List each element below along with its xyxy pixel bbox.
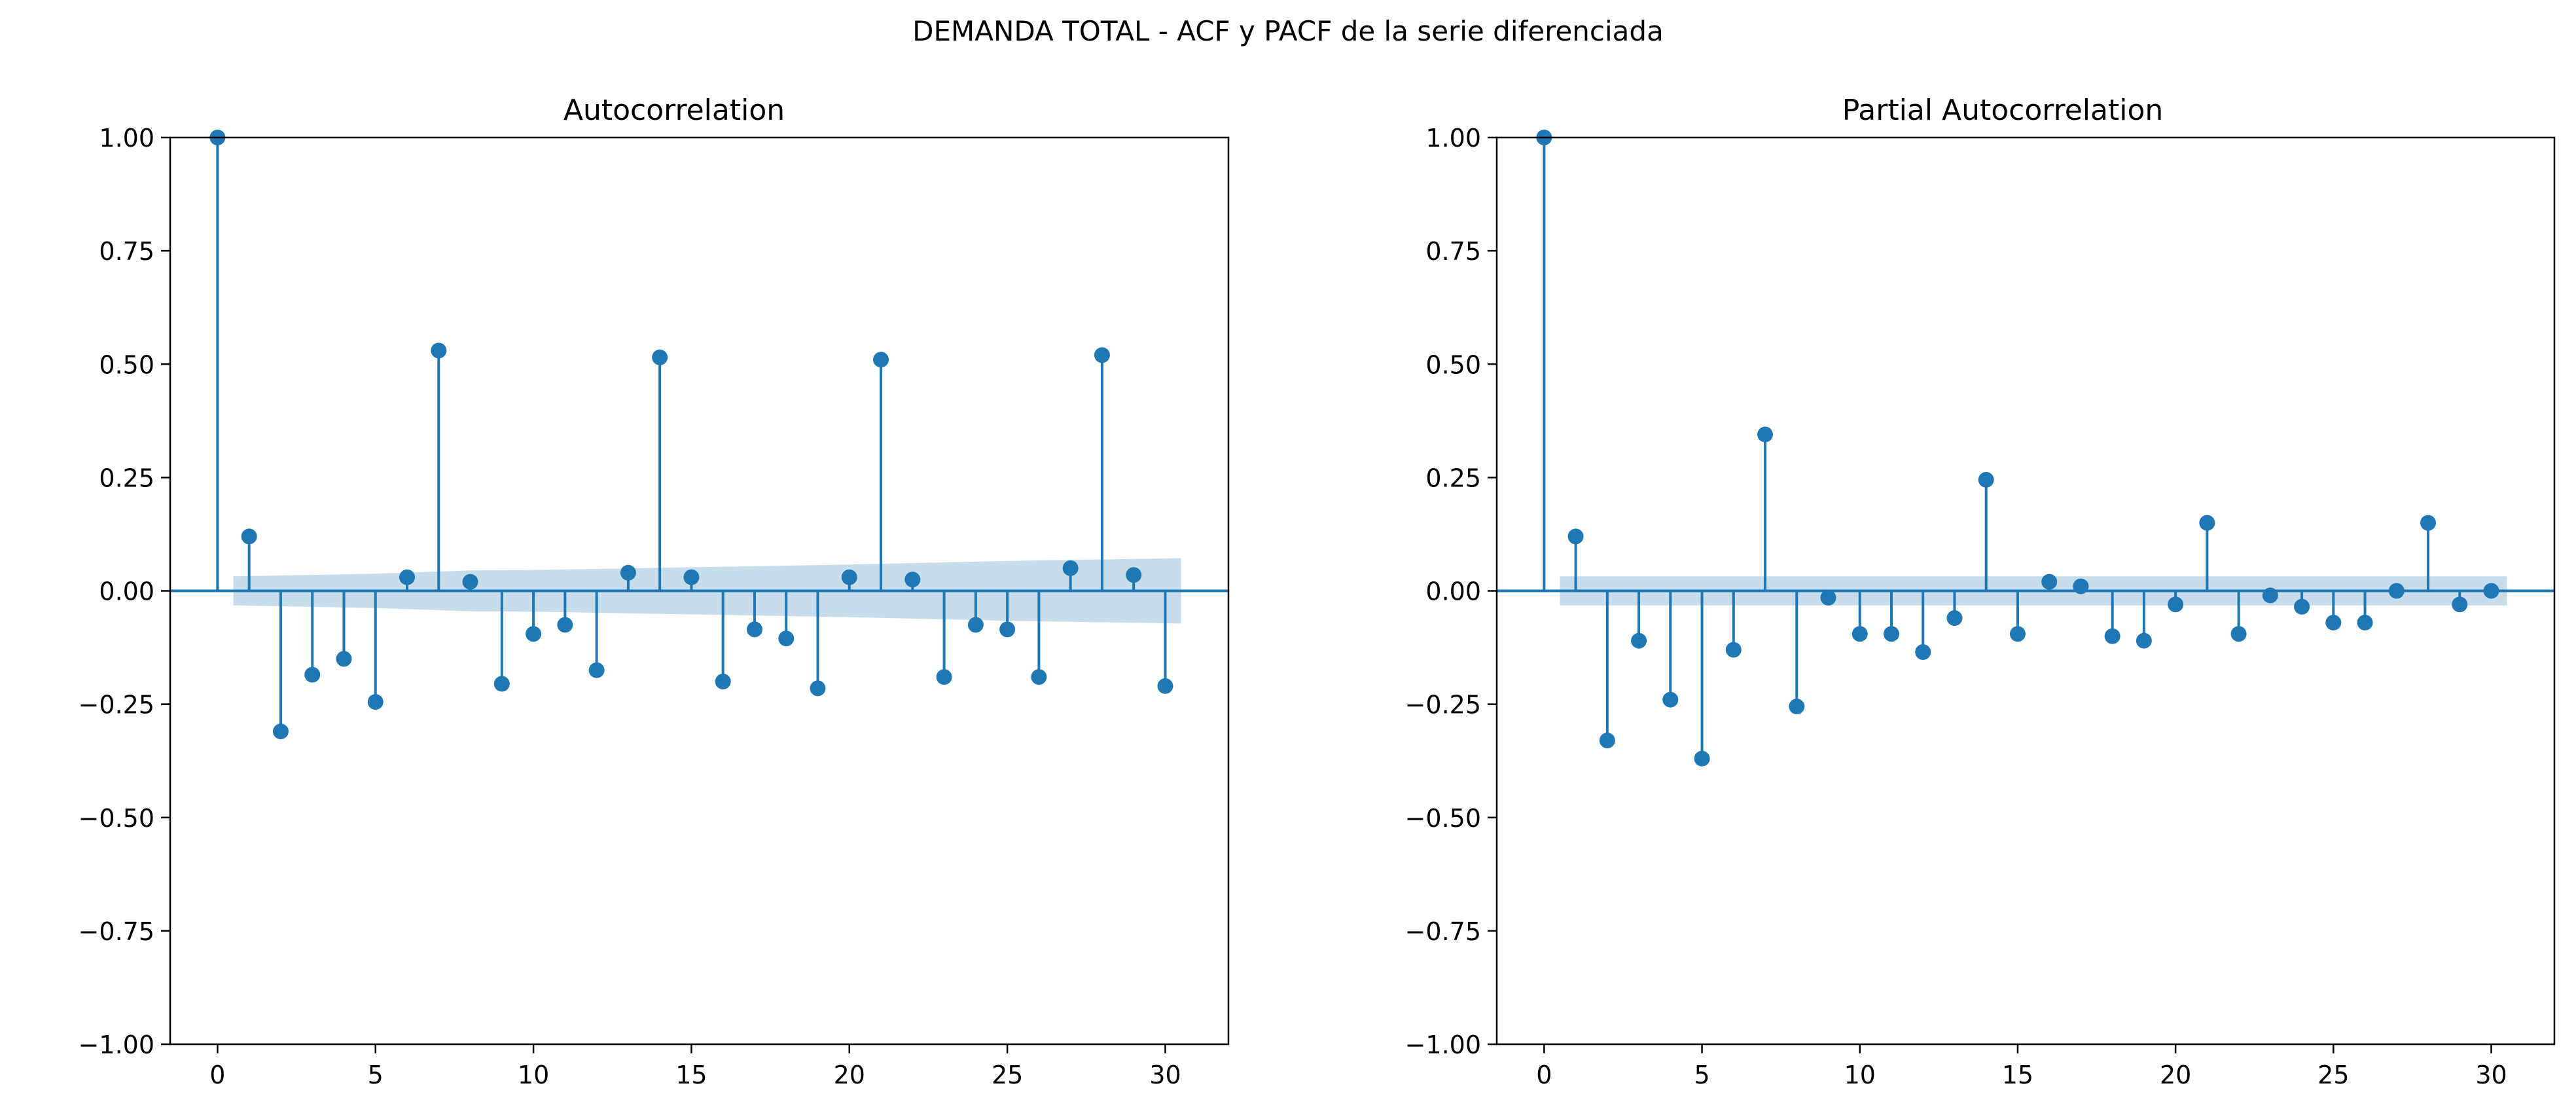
acf-marker-lag-18 (778, 630, 795, 647)
pacf-ytick-label: 0.25 (1425, 464, 1481, 492)
pacf-marker-lag-21 (2199, 515, 2215, 531)
pacf-marker-lag-11 (1883, 626, 1899, 642)
pacf-ytick-label: 1.00 (1425, 124, 1481, 153)
acf-marker-lag-8 (462, 574, 478, 590)
acf-ytick-label: −0.75 (79, 917, 154, 946)
pacf-marker-lag-13 (1946, 610, 1963, 627)
pacf-marker-lag-15 (2009, 626, 2026, 642)
pacf-ytick-label: −1.00 (1405, 1030, 1481, 1059)
pacf-marker-lag-20 (2168, 596, 2184, 613)
pacf-marker-lag-8 (1789, 699, 1805, 715)
acf-marker-lag-4 (336, 651, 352, 667)
acf-marker-lag-16 (715, 674, 731, 689)
acf-marker-lag-13 (620, 564, 636, 581)
pacf-marker-lag-4 (1662, 691, 1679, 708)
pacf-xtick-label: 10 (1844, 1061, 1876, 1089)
acf-marker-lag-1 (241, 528, 257, 545)
pacf-marker-lag-25 (2325, 614, 2342, 630)
acf-marker-lag-2 (272, 723, 289, 740)
pacf-xtick-label: 15 (2002, 1061, 2033, 1089)
acf-marker-lag-28 (1094, 347, 1110, 363)
acf-marker-lag-20 (841, 569, 857, 585)
pacf-xtick-label: 5 (1694, 1061, 1709, 1089)
pacf-chart-title: Partial Autocorrelation (1842, 94, 2164, 127)
acf-xtick-label: 25 (992, 1061, 1023, 1089)
pacf-marker-lag-7 (1757, 426, 1774, 443)
acf-xtick-label: 10 (518, 1061, 549, 1089)
acf-marker-lag-27 (1062, 560, 1079, 576)
pacf-marker-lag-29 (2452, 596, 2468, 613)
acf-marker-lag-15 (683, 569, 700, 585)
pacf-marker-lag-14 (1978, 471, 1994, 488)
figure-suptitle: DEMANDA TOTAL - ACF y PACF de la serie d… (912, 15, 1664, 47)
pacf-marker-lag-17 (2073, 578, 2089, 594)
pacf-marker-lag-16 (2041, 574, 2058, 590)
pacf-marker-lag-27 (2388, 583, 2405, 599)
pacf-ytick-label: −0.25 (1405, 691, 1481, 719)
acf-chart-title: Autocorrelation (564, 94, 785, 127)
acf-marker-lag-3 (304, 666, 321, 683)
acf-marker-lag-22 (904, 572, 921, 588)
pacf-marker-lag-24 (2294, 598, 2310, 615)
pacf-marker-lag-22 (2230, 626, 2247, 642)
pacf-marker-lag-5 (1694, 750, 1710, 767)
pacf-marker-lag-18 (2104, 628, 2120, 644)
acf-marker-lag-7 (431, 342, 447, 359)
acf-marker-lag-10 (526, 626, 542, 642)
acf-marker-lag-11 (557, 617, 573, 633)
pacf-xtick-label: 30 (2475, 1061, 2507, 1089)
pacf-marker-lag-6 (1725, 642, 1742, 658)
acf-xtick-label: 30 (1149, 1061, 1181, 1089)
acf-marker-lag-21 (873, 352, 889, 368)
acf-marker-lag-25 (999, 621, 1016, 638)
pacf-ytick-label: 0.50 (1425, 350, 1481, 379)
acf-xtick-label: 0 (209, 1061, 225, 1089)
pacf-marker-lag-10 (1851, 626, 1868, 642)
acf-ytick-label: −0.25 (79, 691, 154, 719)
acf-marker-lag-17 (746, 621, 762, 638)
acf-ytick-label: −1.00 (79, 1030, 154, 1059)
pacf-marker-lag-26 (2357, 614, 2373, 630)
pacf-marker-lag-23 (2262, 587, 2278, 604)
pacf-marker-lag-9 (1820, 589, 1836, 606)
acf-marker-lag-26 (1031, 669, 1047, 685)
pacf-ytick-label: −0.50 (1405, 804, 1481, 833)
acf-chart: Autocorrelation −1.00 −0.75 −0.50 −0.25 0.00… (79, 94, 1230, 1089)
acf-ytick-label: 1.00 (99, 124, 154, 153)
acf-marker-lag-12 (588, 662, 605, 678)
pacf-ytick-label: 0.00 (1425, 577, 1481, 606)
acf-xtick-label: 20 (834, 1061, 865, 1089)
pacf-marker-lag-2 (1599, 733, 1615, 749)
pacf-ytick-label: 0.75 (1425, 237, 1481, 266)
acf-marker-lag-9 (493, 676, 510, 692)
pacf-xtick-label: 20 (2160, 1061, 2191, 1089)
acf-ytick-label: 0.50 (99, 350, 154, 379)
acf-marker-lag-14 (652, 349, 668, 365)
pacf-marker-lag-19 (2136, 632, 2152, 649)
pacf-marker-lag-3 (1631, 632, 1647, 649)
acf-marker-lag-30 (1157, 678, 1173, 694)
acf-marker-lag-29 (1126, 567, 1142, 583)
acf-xtick-label: 5 (368, 1061, 384, 1089)
acf-marker-lag-6 (399, 569, 416, 585)
pacf-marker-lag-28 (2420, 515, 2437, 531)
acf-marker-lag-5 (367, 694, 384, 710)
acf-ytick-label: 0.00 (99, 577, 154, 606)
pacf-chart: Partial Autocorrelation −1.00 −0.75 −0.50 −… (1405, 94, 2556, 1089)
acf-ytick-label: 0.25 (99, 464, 154, 492)
acf-ytick-label: −0.50 (79, 804, 154, 833)
pacf-xtick-label: 0 (1536, 1061, 1552, 1089)
pacf-ytick-label: −0.75 (1405, 917, 1481, 946)
pacf-marker-lag-30 (2483, 583, 2499, 599)
pacf-marker-lag-12 (1915, 644, 1931, 660)
acf-xtick-label: 15 (675, 1061, 707, 1089)
acf-marker-lag-24 (967, 617, 984, 633)
pacf-marker-lag-1 (1567, 528, 1584, 545)
acf-marker-lag-23 (936, 669, 952, 685)
acf-ytick-label: 0.75 (99, 237, 154, 266)
pacf-xtick-label: 25 (2317, 1061, 2349, 1089)
acf-marker-lag-19 (810, 680, 826, 697)
